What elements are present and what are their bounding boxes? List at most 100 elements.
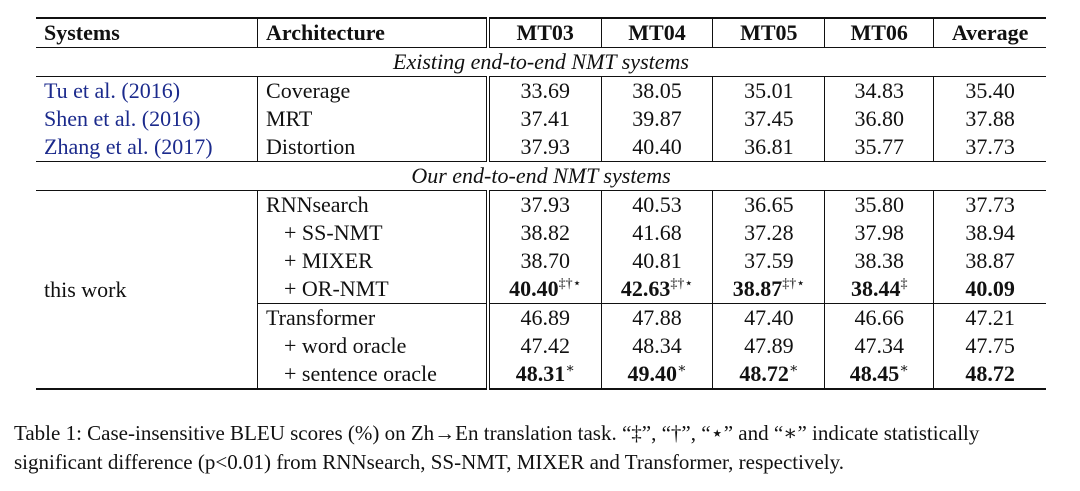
table-row: + word oracle 47.42 48.34 47.89 47.34 47…	[36, 332, 1046, 360]
score-cell: 40.81	[601, 247, 714, 275]
section-row-ours: Our end-to-end NMT systems	[36, 161, 1046, 191]
table-row: + OR-NMT 40.40‡†⋆ 42.63‡†⋆ 38.87‡†⋆ 38.4…	[36, 275, 1046, 304]
score-cell: 47.42	[487, 332, 602, 360]
section-row-existing: Existing end-to-end NMT systems	[36, 47, 1046, 77]
score-cell: 37.98	[824, 219, 935, 247]
score-cell: 37.45	[712, 105, 826, 133]
score-cell: 47.34	[824, 332, 935, 360]
header-architecture: Architecture	[257, 18, 490, 48]
score-cell: 38.05	[601, 76, 714, 105]
score-cell: 36.65	[712, 190, 826, 219]
bold-score: 48.72	[739, 361, 789, 386]
architecture-cell: + SS-NMT	[257, 219, 490, 247]
header-mt05: MT05	[712, 18, 826, 48]
significance-marks: ∗	[565, 361, 575, 377]
section-title-existing: Existing end-to-end NMT systems	[36, 47, 1046, 77]
bold-score: 38.44	[850, 276, 901, 301]
score-cell: 49.40∗	[601, 360, 714, 390]
score-cell: 41.68	[601, 219, 714, 247]
score-cell: 38.70	[487, 247, 602, 275]
significance-marks: ‡†⋆	[782, 276, 805, 292]
architecture-cell: + MIXER	[257, 247, 490, 275]
score-cell: 48.72∗	[712, 360, 826, 390]
average-cell: 38.94	[965, 220, 1015, 245]
bold-score: 40.40	[509, 276, 559, 301]
score-cell: 37.93	[487, 133, 602, 162]
significance-marks: ∗	[677, 361, 687, 377]
average-cell: 38.87	[965, 248, 1015, 273]
system-citation[interactable]: Zhang et al. (2017)	[36, 133, 259, 162]
architecture-cell: + word oracle	[257, 332, 490, 360]
architecture-cell: + sentence oracle	[257, 360, 490, 390]
system-citation[interactable]: Shen et al. (2016)	[36, 105, 259, 133]
table-row: Shen et al. (2016) MRT 37.41 39.87 37.45…	[36, 105, 1046, 133]
significance-marks: ∗	[788, 361, 799, 377]
score-cell: 48.31∗	[487, 360, 602, 390]
average-cell: 47.21	[933, 303, 1046, 332]
score-cell: 42.63‡†⋆	[601, 275, 714, 304]
bold-score: 49.40	[627, 361, 678, 386]
bold-score: 48.45	[849, 361, 900, 386]
score-cell: 34.83	[824, 76, 935, 105]
score-cell: 47.40	[712, 303, 826, 332]
score-cell: 35.80	[824, 190, 935, 219]
score-cell: 39.87	[601, 105, 714, 133]
architecture-cell: + OR-NMT	[257, 275, 490, 304]
score-cell: 46.66	[824, 303, 935, 332]
table-row: + MIXER 38.70 40.81 37.59 38.38 38.87	[36, 247, 1046, 275]
score-cell: 38.44‡	[824, 275, 935, 304]
score-cell: 37.28	[712, 219, 826, 247]
table-row: + SS-NMT 38.82 41.68 37.28 37.98 38.94	[36, 219, 1046, 247]
score-cell: 40.40	[601, 133, 714, 162]
bleu-results-table: Systems Architecture MT03 MT04 MT05 MT06…	[36, 17, 1046, 390]
header-mt04: MT04	[601, 18, 714, 48]
table-row: this work RNNsearch 37.93 40.53 36.65 35…	[36, 190, 1046, 390]
header-average: Average	[951, 20, 1029, 45]
score-cell: 35.77	[824, 133, 935, 162]
score-cell: 40.53	[601, 190, 714, 219]
architecture-cell: MRT	[257, 105, 490, 133]
score-cell: 48.34	[601, 332, 714, 360]
system-citation[interactable]: Tu et al. (2016)	[36, 76, 259, 105]
score-cell: 36.81	[712, 133, 826, 162]
significance-marks: ‡	[900, 276, 908, 292]
table-row: + sentence oracle 48.31∗ 49.40∗ 48.72∗ 4…	[36, 360, 1046, 390]
table-header-row: Systems Architecture MT03 MT04 MT05 MT06…	[36, 18, 1046, 48]
score-cell: 40.40‡†⋆	[487, 275, 602, 304]
header-mt03: MT03	[487, 18, 602, 48]
average-cell: 48.72	[933, 360, 1046, 390]
score-cell: 35.01	[712, 76, 826, 105]
score-cell: 37.59	[712, 247, 826, 275]
table-row: Transformer 46.89 47.88 47.40 46.66 47.2…	[36, 303, 1046, 332]
architecture-cell: Transformer	[257, 303, 490, 332]
score-cell: 33.69	[487, 76, 602, 105]
architecture-cell: RNNsearch	[257, 190, 490, 219]
score-cell: 48.45∗	[824, 360, 935, 390]
bold-score: 48.31	[515, 361, 566, 386]
header-systems: Systems	[36, 18, 259, 48]
score-cell: 38.82	[487, 219, 602, 247]
section-title-ours: Our end-to-end NMT systems	[36, 161, 1046, 191]
table-row: Zhang et al. (2017) Distortion 37.93 40.…	[36, 133, 1046, 162]
score-cell: 46.89	[487, 303, 602, 332]
header-mt06: MT06	[824, 18, 935, 48]
score-cell: 37.93	[487, 190, 602, 219]
average-cell: 35.40	[965, 78, 1015, 103]
significance-marks: ‡†⋆	[558, 276, 582, 292]
score-cell: 36.80	[824, 105, 935, 133]
score-cell: 38.38	[824, 247, 935, 275]
table-row: Tu et al. (2016) Coverage 33.69 38.05 35…	[36, 76, 1046, 105]
bold-score: 42.63	[620, 276, 671, 301]
average-cell: 47.75	[965, 333, 1015, 358]
average-cell: 40.09	[965, 276, 1015, 301]
average-cell: 37.73	[965, 192, 1015, 217]
system-this-work: this work	[36, 190, 259, 390]
significance-marks: ∗	[899, 361, 909, 377]
architecture-cell: Coverage	[257, 76, 490, 105]
score-cell: 38.87‡†⋆	[712, 275, 826, 304]
significance-marks: ‡†⋆	[670, 276, 694, 292]
bold-score: 38.87	[732, 276, 783, 301]
score-cell: 37.41	[487, 105, 602, 133]
architecture-cell: Distortion	[257, 133, 490, 162]
